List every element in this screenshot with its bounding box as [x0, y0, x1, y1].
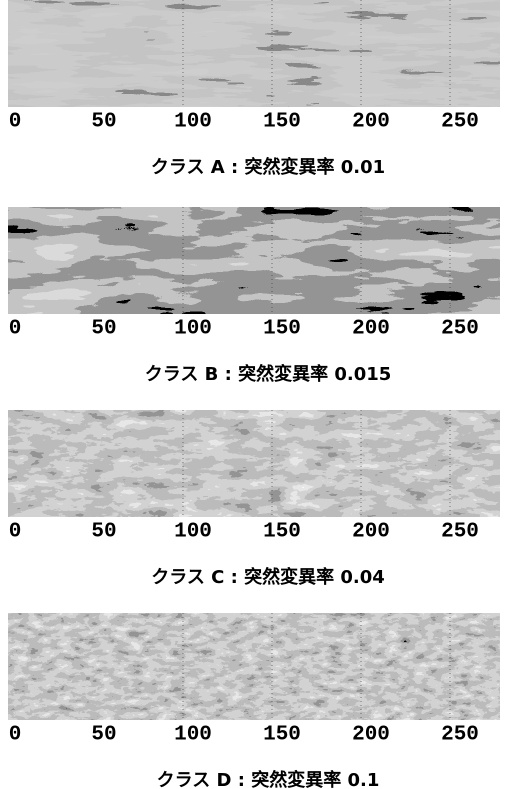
pattern-image — [8, 207, 500, 314]
x-tick-label: 50 — [91, 111, 116, 134]
x-tick-label: 50 — [91, 521, 116, 544]
x-tick-label: 0 — [9, 318, 22, 341]
x-tick-label: 50 — [91, 724, 116, 747]
pattern-image — [8, 0, 500, 107]
x-tick-label: 150 — [263, 724, 301, 747]
x-tick-label: 250 — [441, 521, 479, 544]
x-tick-label: 200 — [352, 111, 390, 134]
x-tick-label: 0 — [9, 521, 22, 544]
figure: 0 50 100 150 200 250 クラス A : 突然変異率 0.01 0 50 100 1… — [0, 0, 513, 789]
x-tick-label: 100 — [174, 111, 212, 134]
caption: クラス D : 突然変異率 0.1 — [157, 769, 380, 789]
x-tick-label: 0 — [9, 724, 22, 747]
x-tick-label: 200 — [352, 521, 390, 544]
x-tick-label: 150 — [263, 318, 301, 341]
x-tick-label: 100 — [174, 521, 212, 544]
pattern-image — [8, 613, 500, 720]
x-tick-label: 250 — [441, 724, 479, 747]
x-tick-label: 100 — [174, 318, 212, 341]
caption: クラス C : 突然変異率 0.04 — [151, 566, 385, 588]
x-tick-label: 150 — [263, 521, 301, 544]
caption: クラス B : 突然変異率 0.015 — [145, 363, 392, 385]
x-tick-label: 250 — [441, 318, 479, 341]
x-tick-label: 250 — [441, 111, 479, 134]
pattern-image — [8, 410, 500, 517]
x-tick-label: 200 — [352, 318, 390, 341]
x-tick-label: 200 — [352, 724, 390, 747]
caption: クラス A : 突然変異率 0.01 — [151, 156, 385, 178]
page: {"panels": [ {"ticks": [0, 50, 100, 150,… — [0, 0, 513, 789]
x-tick-label: 150 — [263, 111, 301, 134]
x-tick-label: 50 — [91, 318, 116, 341]
x-tick-label: 0 — [9, 111, 22, 134]
x-tick-label: 100 — [174, 724, 212, 747]
